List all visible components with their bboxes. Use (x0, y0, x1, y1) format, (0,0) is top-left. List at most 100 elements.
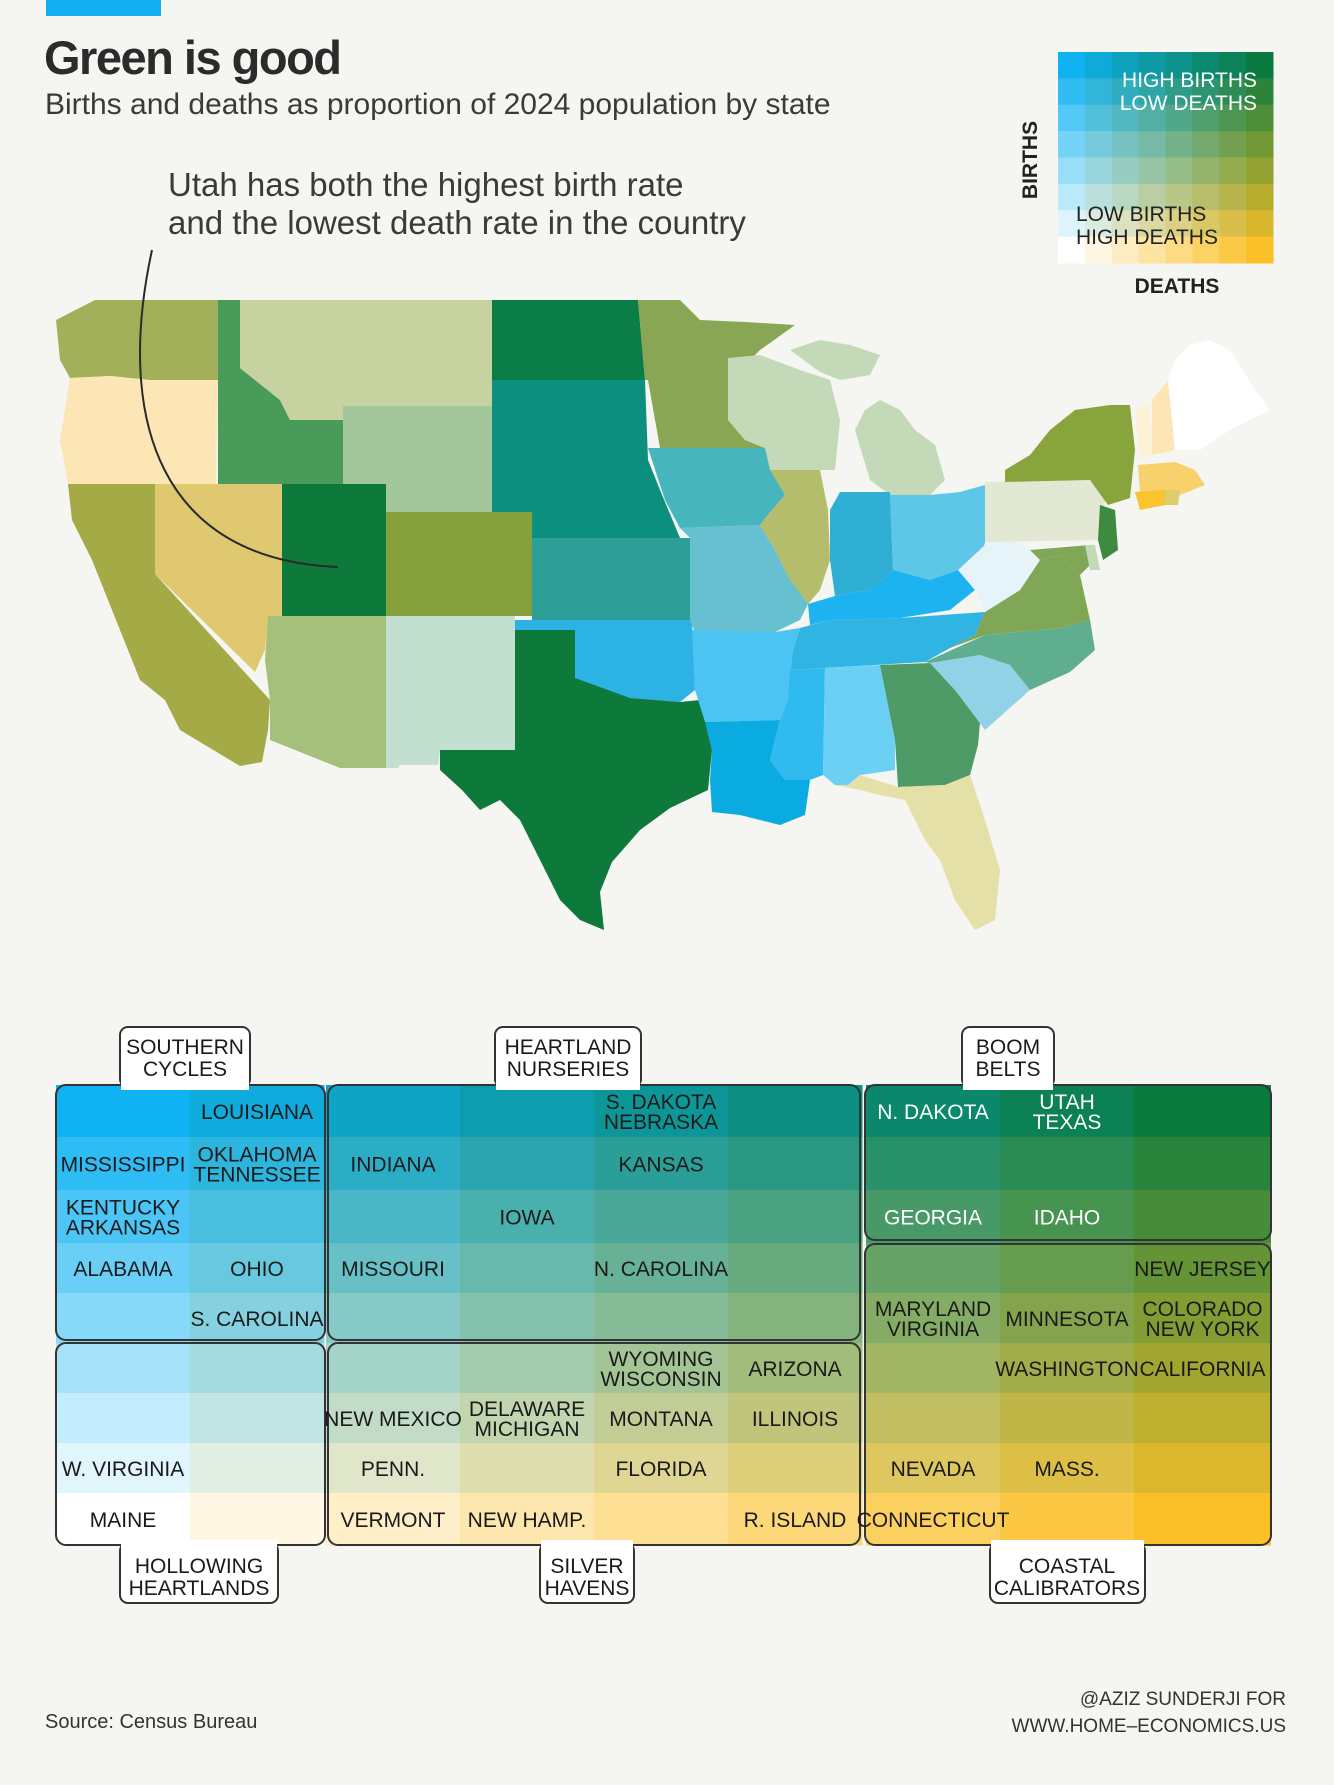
matrix-cell (1000, 1343, 1135, 1394)
svg-text:BELTS: BELTS (976, 1058, 1041, 1081)
matrix-cell (1134, 1343, 1271, 1394)
state-label: TENNESSEE (193, 1164, 320, 1187)
svg-text:HEARTLANDS: HEARTLANDS (129, 1577, 270, 1600)
state-label: WISCONSIN (600, 1368, 721, 1391)
legend-cell (1084, 157, 1113, 185)
legend-cell (1165, 52, 1193, 79)
legend-cell (1219, 236, 1247, 264)
tab-coastal-calibrators: COASTAL CALIBRATORS (989, 1540, 1146, 1604)
state-label: W. VIRGINIA (62, 1458, 185, 1481)
utah-annotation: Utah has both the highest birth rate and… (168, 166, 746, 242)
state-label: S. DAKOTA (606, 1091, 716, 1114)
legend-cell (1058, 236, 1086, 264)
legend-cell (1084, 183, 1113, 211)
matrix-cell (1000, 1293, 1135, 1344)
matrix-cell (594, 1293, 729, 1344)
state-south-carolina (930, 655, 1030, 730)
legend-cell (1246, 131, 1274, 158)
matrix-cell (460, 1190, 595, 1244)
state-minnesota (638, 300, 795, 448)
matrix-cell (190, 1293, 325, 1344)
state-label: IDAHO (1034, 1207, 1101, 1230)
legend-cell (1084, 131, 1113, 158)
state-illinois (760, 470, 830, 604)
legend-cell (1192, 78, 1220, 106)
svg-text:HAVENS: HAVENS (545, 1577, 630, 1600)
legend-cell (1111, 104, 1140, 132)
legend-cell (1084, 104, 1113, 132)
state-texas (440, 630, 712, 930)
state-idaho (218, 300, 343, 484)
matrix-cell (56, 1137, 191, 1191)
svg-text:CYCLES: CYCLES (143, 1058, 227, 1081)
legend-bottom-label-2: HIGH DEATHS (1076, 226, 1218, 249)
state-label: UTAH (1039, 1091, 1095, 1114)
matrix-cell (1134, 1393, 1271, 1444)
legend-cell (1138, 52, 1166, 79)
state-tennessee (790, 612, 985, 670)
legend-cell (1111, 183, 1140, 211)
legend-cell (1084, 210, 1113, 238)
svg-text:HOLLOWING: HOLLOWING (135, 1555, 263, 1578)
legend-cell (1111, 78, 1140, 106)
legend-cell (1084, 78, 1113, 106)
matrix-cell (326, 1343, 461, 1394)
legend-cell (1138, 78, 1166, 106)
state-ohio (890, 485, 990, 580)
legend-cell (1138, 236, 1166, 264)
matrix-cell (190, 1190, 325, 1244)
matrix-cell (190, 1493, 325, 1546)
legend-top-label-1: HIGH BIRTHS (1122, 69, 1257, 92)
state-label: DELAWARE (469, 1398, 585, 1421)
state-label: LOUISIANA (201, 1101, 313, 1124)
matrix-cell (728, 1137, 863, 1191)
legend-cell (1058, 104, 1086, 132)
svg-text:HEARTLAND: HEARTLAND (505, 1036, 632, 1059)
legend-top-label-2: LOW DEATHS (1120, 92, 1257, 115)
source-note: Source: Census Bureau (45, 1711, 258, 1733)
state-new-jersey (1098, 505, 1118, 560)
matrix-cell (460, 1137, 595, 1191)
matrix-cell (56, 1293, 191, 1344)
state-maryland (1030, 545, 1095, 575)
matrix-cell (728, 1443, 863, 1494)
matrix-cell (866, 1443, 1001, 1494)
legend-cell (1165, 104, 1193, 132)
tab-silver-havens: SILVER HAVENS (539, 1540, 635, 1604)
matrix-cell (1000, 1137, 1135, 1191)
legend-cell (1111, 131, 1140, 158)
legend-cell (1058, 52, 1086, 79)
legend-cell (1084, 52, 1113, 79)
state-label: GEORGIA (884, 1207, 982, 1230)
matrix-cell (190, 1393, 325, 1444)
legend-cell (1058, 78, 1086, 106)
state-connecticut (1135, 490, 1165, 510)
state-iowa (648, 448, 785, 528)
legend-cell (1165, 210, 1193, 238)
matrix-cell (866, 1190, 1001, 1244)
matrix-cell (1000, 1443, 1135, 1494)
legend-cell (1058, 157, 1086, 185)
legend-cell (1165, 78, 1193, 106)
matrix-cell (1134, 1243, 1271, 1294)
state-label: PENN. (361, 1458, 425, 1481)
state-label: MISSISSIPPI (61, 1154, 186, 1177)
state-label: NEW HAMP. (468, 1509, 587, 1532)
legend-cell (1192, 131, 1220, 158)
legend-cell (1192, 157, 1220, 185)
state-new-hampshire (1152, 380, 1175, 455)
matrix-cell (190, 1085, 325, 1138)
credit-line-1: @AZIZ SUNDERJI FOR (1079, 1689, 1286, 1710)
annotation-line-1: Utah has both the highest birth rate (168, 166, 684, 203)
legend-cell (1192, 210, 1220, 238)
matrix-cell (1134, 1443, 1271, 1494)
legend-y-axis: BIRTHS (1019, 121, 1042, 199)
legend-cell (1138, 210, 1166, 238)
legend-cell (1219, 157, 1247, 185)
matrix-cell (866, 1137, 1001, 1191)
legend-cell (1058, 131, 1086, 158)
svg-text:SOUTHERN: SOUTHERN (126, 1036, 244, 1059)
matrix-cell (326, 1293, 461, 1344)
state-label: INDIANA (350, 1154, 435, 1177)
